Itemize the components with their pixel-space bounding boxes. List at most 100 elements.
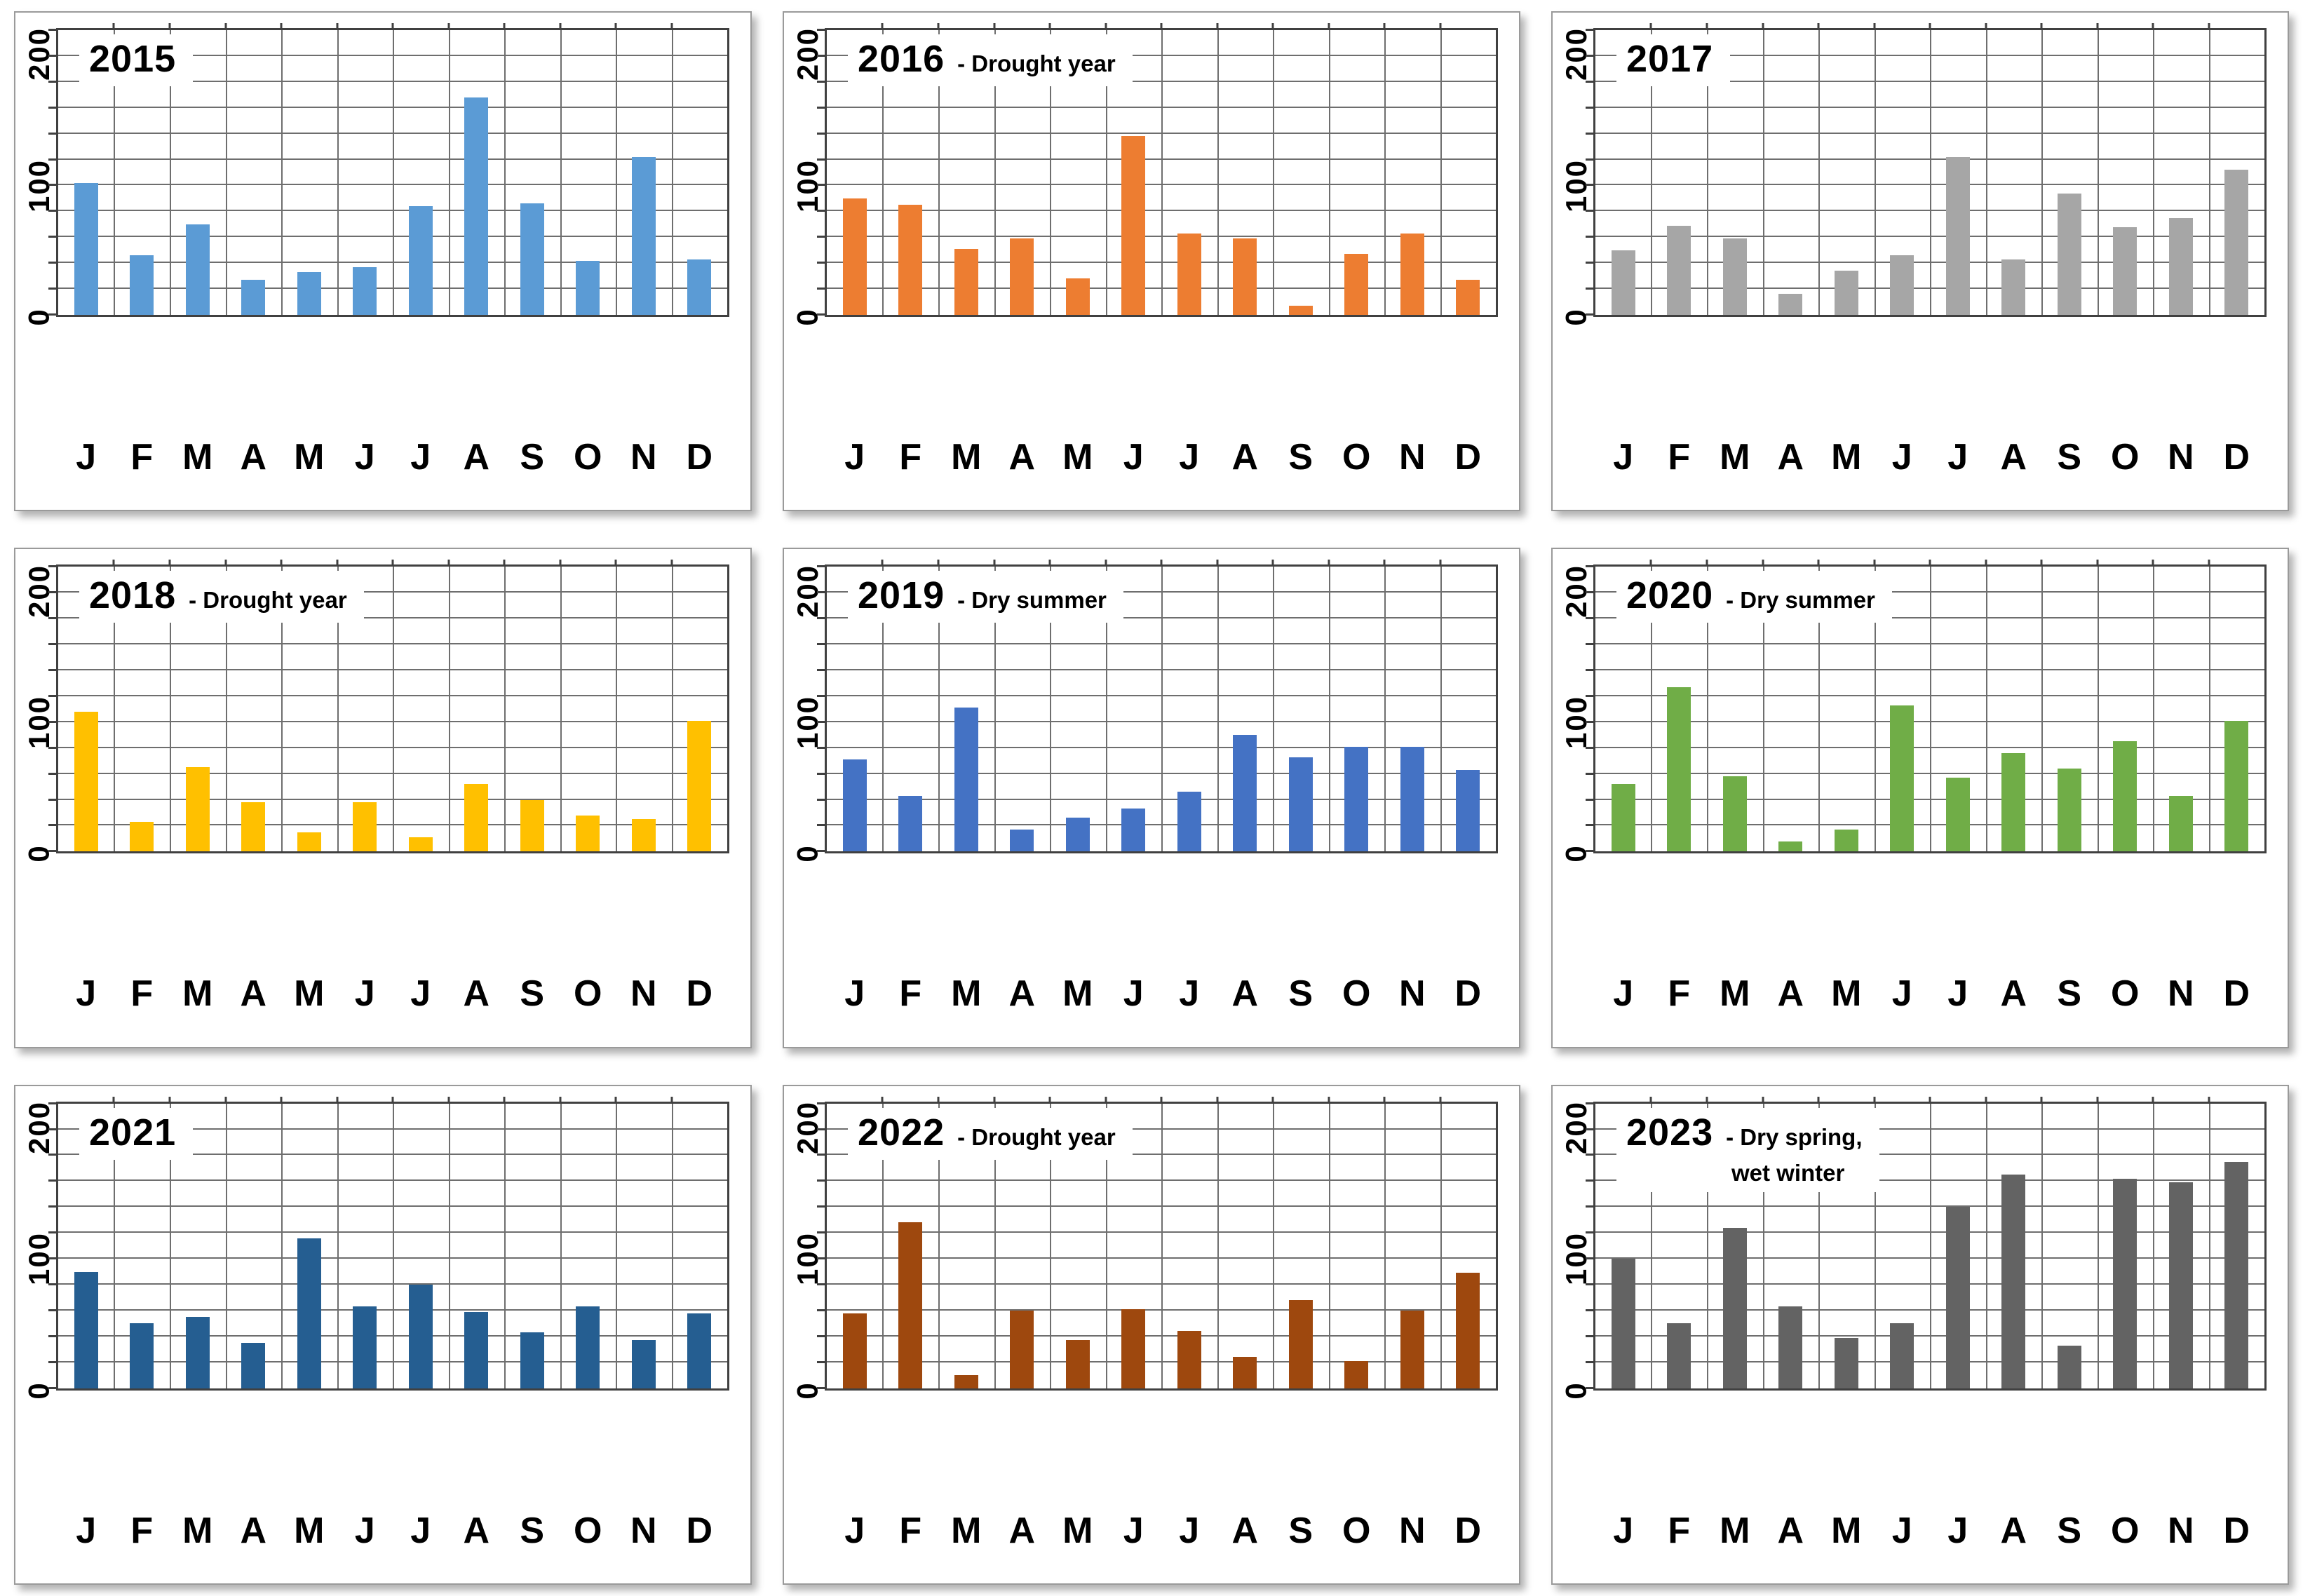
- bar-2018-J-1: [74, 712, 98, 852]
- vertical-gridline: [1706, 1103, 1708, 1388]
- y-axis-tick: [1586, 1102, 1595, 1104]
- top-tick: [2152, 23, 2154, 30]
- month-label-5: M: [294, 437, 325, 478]
- bar-2022-F-2: [898, 1222, 923, 1388]
- y-axis-tick: [48, 668, 58, 671]
- bar-2021-D-12: [687, 1313, 712, 1388]
- vertical-gridline: [1049, 567, 1051, 852]
- chart-title: 2023 - Dry spring, wet winter: [1616, 1107, 1879, 1192]
- top-tick: [336, 1096, 338, 1104]
- y-axis-label-text: 0: [790, 1381, 824, 1400]
- vertical-gridline: [2041, 30, 2043, 315]
- top-tick: [280, 1096, 283, 1104]
- bar-2019-O-10: [1344, 746, 1369, 852]
- top-tick: [1762, 1096, 1764, 1104]
- vertical-gridline: [2041, 567, 2043, 852]
- vertical-gridline: [337, 1103, 339, 1388]
- top-tick: [1817, 1096, 1820, 1104]
- vertical-gridline: [1272, 30, 1274, 315]
- bar-2016-N-11: [1400, 233, 1424, 315]
- y-axis-tick: [817, 1257, 827, 1260]
- month-label-8: A: [2000, 973, 2027, 1015]
- y-axis-tick: [48, 1334, 58, 1337]
- vertical-gridline: [671, 1103, 673, 1388]
- y-axis-tick: [48, 1308, 58, 1311]
- top-tick: [1328, 1096, 1330, 1104]
- vertical-gridline: [1706, 567, 1708, 852]
- y-axis-tick: [817, 1205, 827, 1208]
- month-label-1: J: [844, 973, 865, 1015]
- plot-area: 2021: [48, 1096, 729, 1391]
- y-axis-tick: [48, 54, 58, 57]
- month-label-2: F: [1668, 973, 1691, 1015]
- y-axis-tick: [817, 80, 827, 83]
- vertical-gridline: [560, 1103, 562, 1388]
- month-label-6: J: [1123, 437, 1144, 478]
- y-axis-tick: [817, 313, 827, 316]
- y-axis-tick: [817, 591, 827, 594]
- top-tick: [1271, 560, 1274, 567]
- vertical-gridline: [2153, 567, 2154, 852]
- month-label-11: N: [1398, 973, 1426, 1015]
- bar-2019-A-4: [1010, 829, 1034, 852]
- y-axis-tick: [48, 746, 58, 749]
- top-tick: [336, 23, 338, 30]
- y-axis-tick: [1586, 1283, 1595, 1286]
- month-label-7: J: [1947, 437, 1968, 478]
- bar-2020-N-11: [2168, 795, 2193, 852]
- bar-2019-S-9: [1288, 757, 1313, 852]
- y-axis-tick: [48, 824, 58, 827]
- bar-2023-D-12: [2224, 1161, 2249, 1388]
- vertical-gridline: [1328, 1103, 1330, 1388]
- plot-area: 2017: [1586, 23, 2267, 317]
- bar-2021-F-2: [130, 1323, 154, 1388]
- vertical-gridline: [938, 30, 940, 315]
- top-tick: [503, 560, 506, 567]
- vertical-gridline: [1328, 567, 1330, 852]
- bar-2018-M-3: [185, 767, 210, 852]
- top-tick: [336, 560, 338, 567]
- y-axis-tick: [48, 1128, 58, 1130]
- vertical-gridline: [393, 567, 394, 852]
- month-label-2: F: [130, 973, 154, 1015]
- vertical-gridline: [169, 567, 171, 852]
- bar-2021-N-11: [631, 1340, 656, 1388]
- y-axis-tick: [48, 106, 58, 109]
- bar-2020-M-5: [1834, 829, 1858, 852]
- top-tick: [559, 23, 561, 30]
- chart-title-line1: 2019 - Dry summer: [858, 574, 1107, 617]
- y-axis-tick: [817, 746, 827, 749]
- y-axis-tick: [817, 1386, 827, 1389]
- bar-2020-J-7: [1945, 778, 1970, 852]
- top-tick: [2096, 23, 2098, 30]
- vertical-gridline: [938, 1103, 940, 1388]
- bar-2023-M-5: [1834, 1337, 1858, 1388]
- bar-2020-F-2: [1667, 687, 1691, 852]
- y-axis: 200 100 0: [791, 564, 825, 863]
- month-label-1: J: [1613, 973, 1634, 1015]
- bar-2016-A-4: [1010, 238, 1034, 315]
- top-tick: [1439, 560, 1441, 567]
- vertical-gridline: [1105, 567, 1107, 852]
- y-axis-tick: [817, 1308, 827, 1311]
- bar-2022-J-6: [1121, 1309, 1146, 1388]
- bar-2022-J-1: [842, 1313, 867, 1388]
- y-axis: 200 100 0: [22, 1101, 56, 1399]
- chart-note-line2: wet winter: [1731, 1159, 1845, 1186]
- y-axis-tick: [48, 694, 58, 697]
- top-tick: [1160, 560, 1163, 567]
- bar-2015-A-8: [464, 97, 489, 315]
- top-tick: [670, 560, 673, 567]
- y-axis-tick: [1586, 158, 1595, 161]
- month-label-11: N: [630, 437, 657, 478]
- top-tick: [1105, 1096, 1107, 1104]
- bar-2023-A-8: [2001, 1175, 2026, 1388]
- month-label-5: M: [1831, 1510, 1862, 1551]
- month-label-10: O: [1342, 973, 1371, 1015]
- chart-year: 2023: [1626, 1111, 1714, 1154]
- y-axis-tick: [817, 132, 827, 135]
- month-label-3: M: [1720, 437, 1750, 478]
